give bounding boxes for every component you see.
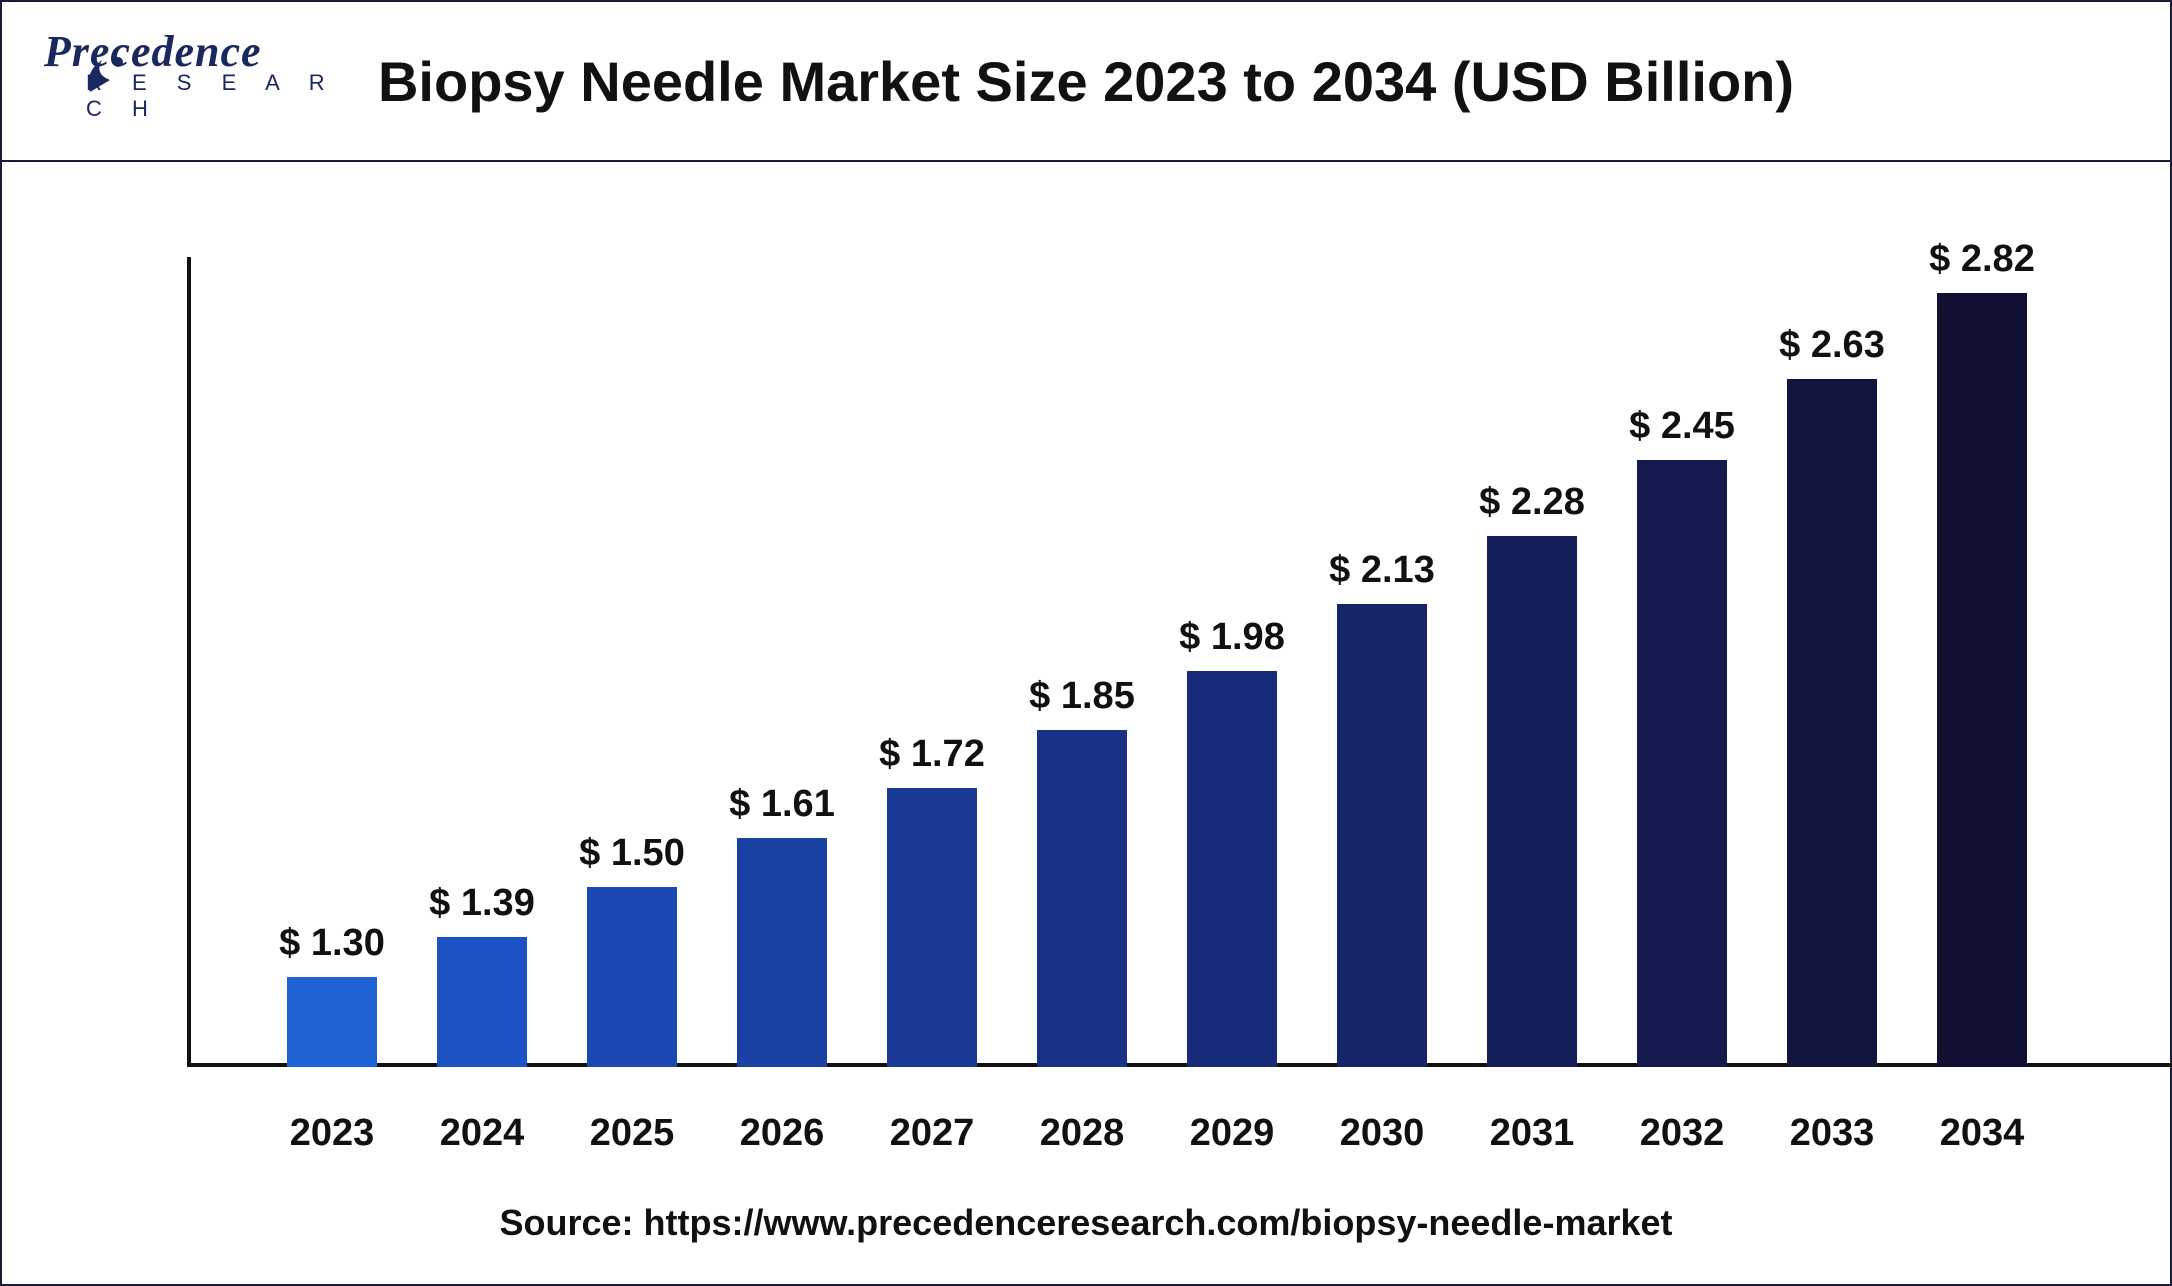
bar-value-label: $ 1.61 bbox=[682, 783, 882, 826]
bars-container: $ 1.30$ 1.39 $ 1.50 $ 1.61 $ 1.72 $ 1.85 $ 1.… bbox=[187, 257, 2067, 1067]
bar bbox=[1037, 730, 1127, 1068]
x-axis-label: 2033 bbox=[1757, 1112, 1907, 1155]
source-text: Source: https://www.precedenceresearch.c… bbox=[2, 1202, 2170, 1244]
x-axis-label: 2026 bbox=[707, 1112, 857, 1155]
bar bbox=[1187, 671, 1277, 1067]
bar bbox=[437, 937, 527, 1068]
bar-value-label: $ 2.28 bbox=[1432, 481, 1632, 524]
x-axis-label: 2030 bbox=[1307, 1112, 1457, 1155]
bar bbox=[287, 977, 377, 1067]
bar bbox=[887, 788, 977, 1067]
x-axis-label: 2027 bbox=[857, 1112, 1007, 1155]
x-axis-label: 2025 bbox=[557, 1112, 707, 1155]
x-axis-label: 2032 bbox=[1607, 1112, 1757, 1155]
bar-value-label: $ 1.72 bbox=[832, 733, 1032, 776]
plot-area: $ 1.30$ 1.39 $ 1.50 $ 1.61 $ 1.72 $ 1.85 $ 1.… bbox=[187, 257, 2067, 1067]
chart-frame: PPrecedence R E S E A R C H Biopsy Needl… bbox=[0, 0, 2172, 1286]
bar bbox=[1637, 460, 1727, 1068]
bar-value-label: $ 2.82 bbox=[1882, 238, 2082, 281]
x-axis-label: 2024 bbox=[407, 1112, 557, 1155]
x-axis-label: 2029 bbox=[1157, 1112, 1307, 1155]
bar bbox=[587, 887, 677, 1067]
bar bbox=[1337, 604, 1427, 1068]
bar-value-label: $ 2.13 bbox=[1282, 549, 1482, 592]
brand-logo: PPrecedence R E S E A R C H bbox=[42, 30, 362, 130]
logo-swoosh-icon bbox=[82, 52, 132, 102]
bar bbox=[1787, 379, 1877, 1068]
header: PPrecedence R E S E A R C H Biopsy Needl… bbox=[2, 2, 2170, 162]
x-axis-label: 2028 bbox=[1007, 1112, 1157, 1155]
bar-value-label: $ 2.45 bbox=[1582, 405, 1782, 448]
bar-value-label: $ 1.30 bbox=[232, 922, 432, 965]
bar-value-label: $ 1.39 bbox=[382, 882, 582, 925]
bar-value-label: $ 2.63 bbox=[1732, 324, 1932, 367]
x-axis-label: 2023 bbox=[257, 1112, 407, 1155]
bar bbox=[1487, 536, 1577, 1067]
bar-value-label: $ 1.98 bbox=[1132, 616, 1332, 659]
x-axis-label: 2034 bbox=[1907, 1112, 2057, 1155]
x-axis-labels: 2023202420252026202720282029203020312032… bbox=[187, 1112, 2067, 1172]
bar bbox=[737, 838, 827, 1068]
x-axis-label: 2031 bbox=[1457, 1112, 1607, 1155]
bar-value-label: $ 1.50 bbox=[532, 832, 732, 875]
bar bbox=[1937, 293, 2027, 1067]
bar-value-label: $ 1.85 bbox=[982, 675, 1182, 718]
